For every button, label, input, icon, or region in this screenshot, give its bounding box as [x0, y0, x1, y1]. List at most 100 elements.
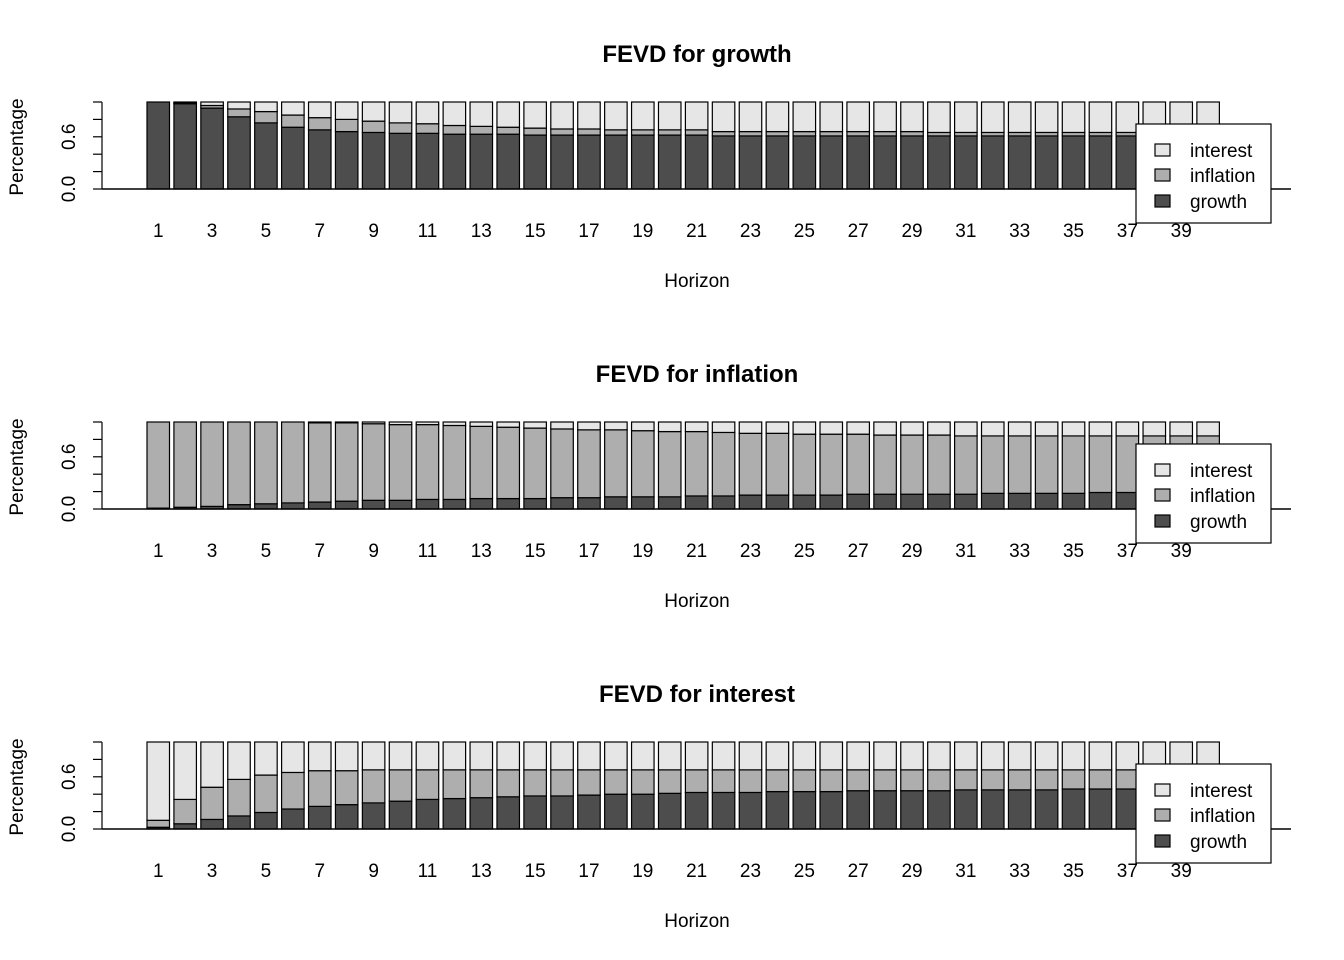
- bar-inflation-h37: [1115, 435, 1140, 494]
- bar-inflation-h15: [523, 127, 547, 136]
- bar-inflation-h17: [577, 429, 601, 499]
- x-tick-label: 37: [1117, 861, 1138, 882]
- bar-interest-h32: [980, 421, 1005, 437]
- bar-interest-h36: [1088, 421, 1113, 437]
- bar-interest-h25: [792, 421, 817, 435]
- bar-growth-h13: [469, 497, 494, 510]
- bar-interest-h26: [819, 421, 844, 435]
- bar-inflation-h20: [657, 129, 682, 136]
- bar-interest-h20: [657, 421, 682, 433]
- bar-growth-h9: [361, 499, 386, 510]
- bar-inflation-h10: [388, 122, 413, 134]
- bar-growth-h21: [684, 791, 709, 830]
- bar-interest-h28: [873, 101, 897, 133]
- bar-interest-h22: [711, 421, 736, 434]
- bar-inflation-h36: [1088, 769, 1113, 790]
- y-tick-label: 0.6: [59, 444, 80, 470]
- bar-growth-h33: [1007, 492, 1032, 510]
- legend-label-interest: interest: [1190, 141, 1253, 162]
- bar-interest-h40: [1196, 421, 1220, 437]
- bar-inflation-h13: [469, 125, 494, 135]
- legend-swatch-inflation: [1154, 168, 1171, 182]
- bar-inflation-h18: [604, 129, 628, 136]
- bar-interest-h8: [334, 741, 359, 772]
- bar-interest-h12: [442, 421, 467, 427]
- bar-growth-h23: [738, 494, 763, 510]
- bar-inflation-h8: [334, 118, 359, 133]
- bar-interest-h17: [577, 741, 601, 771]
- x-axis-title: Horizon: [664, 271, 729, 292]
- bar-interest-h20: [657, 741, 682, 771]
- bar-inflation-h4: [227, 421, 251, 506]
- bar-interest-h9: [361, 741, 386, 771]
- y-tick-label: 0.6: [59, 764, 80, 790]
- bar-growth-h36: [1088, 491, 1113, 510]
- bar-inflation-h9: [361, 120, 386, 134]
- bar-inflation-h7: [307, 770, 332, 807]
- bar-inflation-h36: [1088, 435, 1113, 494]
- bar-inflation-h20: [657, 769, 682, 794]
- bar-inflation-h18: [604, 769, 628, 795]
- x-tick-label: 29: [901, 861, 922, 882]
- bar-growth-h15: [523, 795, 547, 830]
- bar-inflation-h11: [415, 424, 440, 501]
- bar-growth-h29: [900, 790, 924, 830]
- bar-inflation-h34: [1034, 435, 1059, 494]
- bar-interest-h7: [307, 421, 332, 424]
- bar-interest-h27: [846, 421, 871, 435]
- bar-interest-h12: [442, 741, 467, 771]
- bar-inflation-h19: [630, 769, 655, 795]
- x-tick-label: 13: [471, 221, 492, 242]
- bar-interest-h33: [1007, 101, 1032, 134]
- bar-interest-h20: [657, 101, 682, 131]
- x-tick-label: 19: [632, 221, 653, 242]
- bar-growth-h30: [927, 493, 951, 510]
- legend-label-interest: interest: [1190, 781, 1253, 802]
- bar-growth-h26: [819, 135, 844, 190]
- x-tick-label: 13: [471, 861, 492, 882]
- bar-inflation-h26: [819, 769, 844, 793]
- bar-inflation-h15: [523, 769, 547, 797]
- x-tick-label: 21: [686, 221, 707, 242]
- bar-interest-h30: [927, 101, 951, 134]
- bar-growth-h37: [1115, 788, 1140, 830]
- x-tick-label: 39: [1171, 861, 1192, 882]
- x-tick-label: 1: [153, 541, 164, 562]
- bar-interest-h37: [1115, 741, 1140, 771]
- x-tick-label: 11: [418, 541, 438, 562]
- bar-growth-h19: [630, 793, 655, 830]
- bar-interest-h3: [200, 741, 224, 788]
- bar-interest-h23: [738, 101, 763, 133]
- bar-growth-h11: [415, 498, 440, 510]
- bar-interest-h7: [307, 741, 332, 772]
- x-tick-label: 17: [578, 221, 599, 242]
- y-tick-label: 0.0: [59, 496, 80, 522]
- bar-inflation-h24: [765, 769, 790, 793]
- bar-growth-h33: [1007, 789, 1032, 830]
- bar-growth-h31: [953, 135, 978, 190]
- bar-interest-h27: [846, 101, 871, 133]
- x-tick-label: 39: [1171, 221, 1192, 242]
- bar-inflation-h4: [227, 108, 251, 118]
- bar-interest-h10: [388, 101, 413, 124]
- bar-interest-h9: [361, 421, 386, 425]
- bar-inflation-h13: [469, 769, 494, 799]
- bar-growth-h35: [1061, 492, 1086, 510]
- bar-interest-h15: [523, 421, 547, 429]
- x-tick-label: 29: [901, 221, 922, 242]
- bar-growth-h18: [604, 793, 628, 830]
- x-tick-label: 19: [632, 861, 653, 882]
- bar-interest-h10: [388, 421, 413, 426]
- bar-growth-h20: [657, 134, 682, 190]
- bar-growth-h3: [200, 818, 224, 830]
- chart-title: FEVD for growth: [602, 41, 791, 68]
- x-tick-label: 35: [1063, 861, 1084, 882]
- bar-inflation-h11: [415, 123, 440, 134]
- x-tick-label: 23: [740, 541, 761, 562]
- bar-interest-h18: [604, 421, 628, 431]
- bar-growth-h13: [469, 133, 494, 190]
- bar-growth-h4: [227, 116, 251, 190]
- bar-growth-h7: [307, 805, 332, 830]
- bar-growth-h1: [146, 101, 171, 190]
